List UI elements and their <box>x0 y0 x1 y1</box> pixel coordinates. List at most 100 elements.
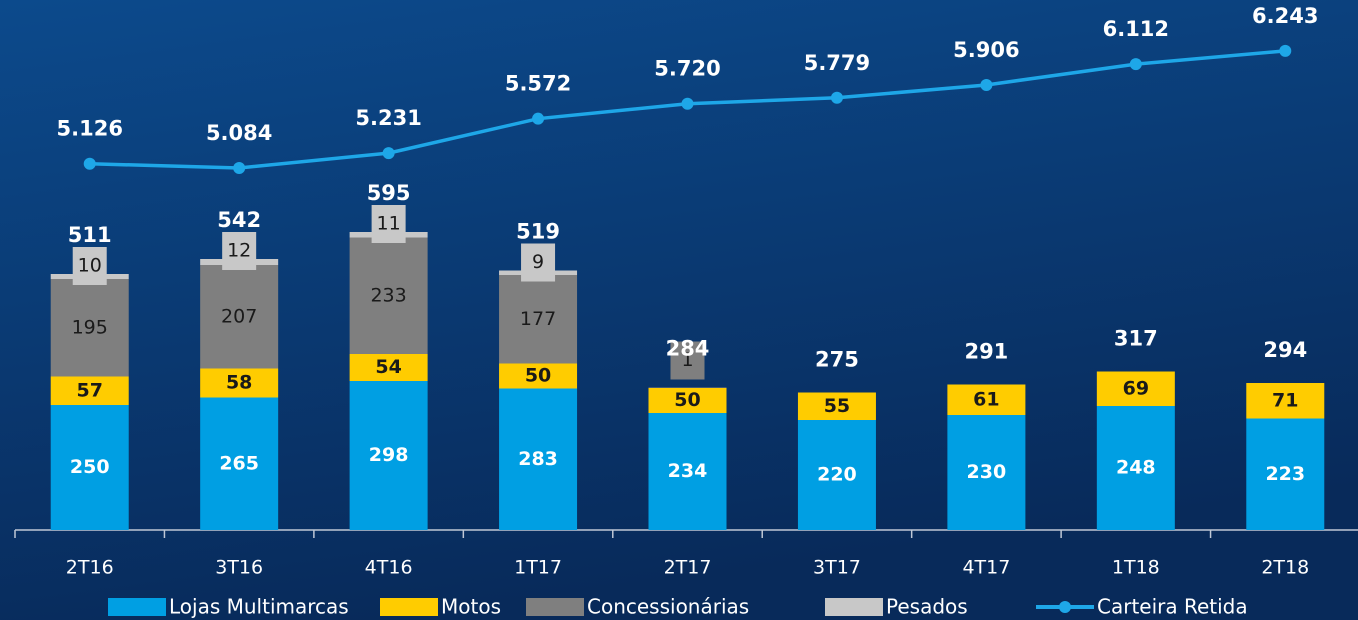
data-label-box <box>521 243 556 282</box>
data-label: 207 <box>221 305 257 327</box>
line-label: 5.720 <box>654 57 720 81</box>
data-label: 234 <box>668 460 708 482</box>
data-label: 1 <box>681 349 693 371</box>
bar-segment <box>648 388 727 413</box>
x-tick-label: 3T17 <box>813 557 861 579</box>
legend-label: Carteira Retida <box>1097 595 1248 619</box>
data-label: 11 <box>377 213 401 235</box>
bar-segment <box>947 415 1026 530</box>
total-label: 317 <box>1114 327 1158 351</box>
data-label-box <box>371 205 406 243</box>
bar-segment <box>1096 371 1175 406</box>
legend-label: Concessionárias <box>587 595 749 619</box>
legend-swatch <box>526 598 584 616</box>
line-point <box>83 157 96 170</box>
data-label: 12 <box>227 240 251 262</box>
bar-segment <box>50 376 129 405</box>
bar-segment <box>349 354 428 381</box>
line-label: 5.906 <box>953 38 1019 62</box>
data-label-box <box>670 341 705 380</box>
data-label: 265 <box>219 452 259 474</box>
legend-marker <box>1059 601 1071 613</box>
line-point <box>1279 44 1292 57</box>
bar-segment <box>499 363 578 389</box>
x-tick-label: 4T17 <box>962 557 1010 579</box>
x-tick-label: 2T17 <box>664 557 712 579</box>
line-point <box>830 91 843 104</box>
line-point <box>980 78 993 91</box>
x-tick-label: 4T16 <box>365 557 413 579</box>
line-label: 5.572 <box>505 72 571 96</box>
data-label: 54 <box>375 356 401 378</box>
bar-segment <box>200 397 279 530</box>
data-label: 57 <box>76 379 102 401</box>
total-label: 595 <box>367 181 411 205</box>
legend-label: Lojas Multimarcas <box>169 595 349 619</box>
data-label-box <box>222 232 257 270</box>
bar-segment <box>200 265 279 369</box>
line-point <box>532 112 545 125</box>
legend-swatch <box>108 598 166 616</box>
bar-segment <box>1096 406 1175 530</box>
bar-segment <box>499 275 578 364</box>
total-label: 284 <box>666 337 710 361</box>
data-label: 223 <box>1265 463 1305 485</box>
bar-segment <box>499 388 578 530</box>
total-label: 294 <box>1263 338 1307 362</box>
line-label: 6.243 <box>1252 4 1318 28</box>
bar-segment <box>200 368 279 398</box>
total-label: 519 <box>516 220 560 244</box>
data-label: 61 <box>973 388 999 410</box>
bar-segment <box>648 413 727 530</box>
data-label: 250 <box>70 456 110 478</box>
line-label: 5.779 <box>804 51 870 75</box>
data-label: 177 <box>520 308 556 330</box>
data-label-box <box>72 247 107 285</box>
line-label: 5.231 <box>355 106 421 130</box>
x-tick-label: 2T16 <box>66 557 114 579</box>
data-label: 50 <box>674 389 700 411</box>
data-label: 55 <box>824 395 850 417</box>
x-tick-label: 2T18 <box>1261 557 1309 579</box>
data-label: 10 <box>78 255 102 277</box>
line-point <box>681 97 694 110</box>
data-label: 71 <box>1272 389 1298 411</box>
bar-segment <box>50 279 129 377</box>
data-label: 298 <box>369 444 409 466</box>
legend-swatch <box>380 598 438 616</box>
line-label: 6.112 <box>1103 17 1169 41</box>
x-tick-label: 1T17 <box>514 557 562 579</box>
data-label: 233 <box>370 284 406 306</box>
bar-segment <box>349 381 428 530</box>
legend-swatch <box>825 598 883 616</box>
bar-segment <box>50 405 129 530</box>
data-label: 220 <box>817 464 857 486</box>
total-label: 275 <box>815 348 859 372</box>
data-label: 248 <box>1116 457 1156 479</box>
line-point <box>382 147 395 160</box>
total-label: 542 <box>217 208 261 232</box>
data-label: 9 <box>532 251 544 273</box>
bar-segment <box>1246 383 1325 419</box>
line-label: 5.126 <box>57 117 123 141</box>
line-label: 5.084 <box>206 121 272 145</box>
bar-segment <box>947 384 1026 415</box>
data-label: 58 <box>226 372 252 394</box>
x-tick-label: 1T18 <box>1112 557 1160 579</box>
bar-segment <box>648 387 727 388</box>
legend-label: Motos <box>441 595 501 619</box>
total-label: 511 <box>68 223 112 247</box>
data-label: 69 <box>1123 377 1149 399</box>
x-tick-label: 3T16 <box>215 557 263 579</box>
legend-label: Pesados <box>886 595 968 619</box>
data-label: 195 <box>72 316 108 338</box>
bar-segment <box>797 392 876 420</box>
data-label: 230 <box>967 461 1007 483</box>
bar-segment <box>349 237 428 354</box>
bar-segment <box>797 420 876 530</box>
line-point <box>233 161 246 174</box>
data-label: 50 <box>525 365 551 387</box>
total-label: 291 <box>964 340 1008 364</box>
bar-segment <box>1246 418 1325 530</box>
